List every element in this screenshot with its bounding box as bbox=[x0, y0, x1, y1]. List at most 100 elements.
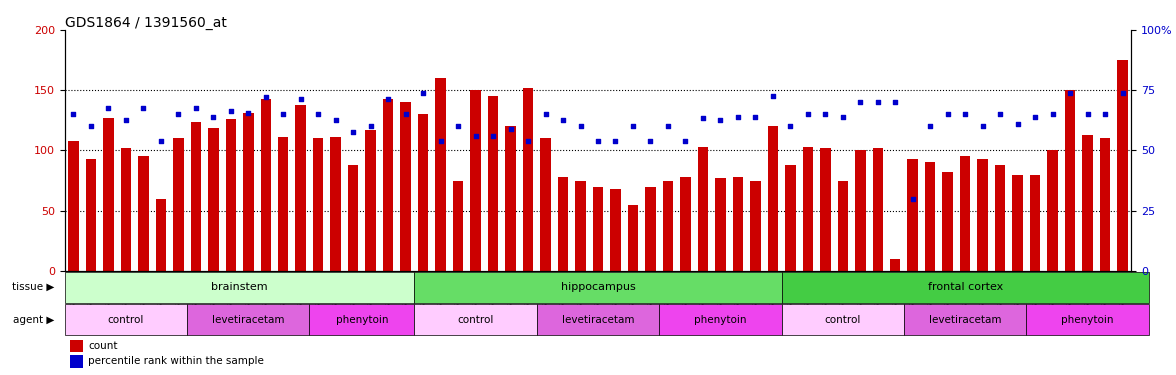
Text: percentile rank within the sample: percentile rank within the sample bbox=[88, 356, 265, 366]
Point bbox=[834, 114, 853, 120]
Point bbox=[711, 117, 730, 123]
Bar bbox=[417, 114, 428, 271]
Bar bbox=[960, 156, 970, 271]
Point bbox=[641, 138, 660, 144]
Text: brainstem: brainstem bbox=[212, 282, 268, 292]
Bar bbox=[890, 259, 901, 271]
Point bbox=[239, 110, 258, 116]
Point bbox=[64, 111, 82, 117]
Bar bbox=[1030, 174, 1041, 271]
Text: levetiracetam: levetiracetam bbox=[929, 315, 1002, 325]
Text: agent ▶: agent ▶ bbox=[13, 315, 54, 325]
Bar bbox=[680, 177, 690, 271]
Bar bbox=[1048, 150, 1058, 271]
Bar bbox=[226, 119, 236, 271]
Bar bbox=[1100, 138, 1110, 271]
Bar bbox=[575, 180, 586, 271]
Bar bbox=[873, 148, 883, 271]
Bar bbox=[71, 356, 82, 368]
Bar bbox=[488, 96, 499, 271]
Text: control: control bbox=[457, 315, 494, 325]
Bar bbox=[366, 130, 376, 271]
Bar bbox=[995, 165, 1005, 271]
Bar bbox=[786, 165, 796, 271]
Bar bbox=[400, 102, 410, 271]
Text: count: count bbox=[88, 341, 118, 351]
Bar bbox=[278, 137, 288, 271]
Bar bbox=[768, 126, 779, 271]
Bar bbox=[926, 162, 935, 271]
Point bbox=[536, 111, 555, 117]
Point bbox=[606, 138, 624, 144]
Bar bbox=[1082, 135, 1093, 271]
Point bbox=[134, 105, 153, 111]
Point bbox=[781, 123, 800, 129]
Bar bbox=[1013, 174, 1023, 271]
Point bbox=[886, 99, 904, 105]
Text: phenytoin: phenytoin bbox=[694, 315, 747, 325]
Point bbox=[1078, 111, 1097, 117]
Bar bbox=[71, 340, 82, 352]
FancyBboxPatch shape bbox=[782, 304, 904, 336]
Text: phenytoin: phenytoin bbox=[335, 315, 388, 325]
FancyBboxPatch shape bbox=[187, 304, 309, 336]
FancyBboxPatch shape bbox=[904, 304, 1027, 336]
Point bbox=[99, 105, 118, 111]
Bar bbox=[435, 78, 446, 271]
Point bbox=[728, 114, 747, 120]
Bar bbox=[855, 150, 866, 271]
Point bbox=[519, 138, 537, 144]
FancyBboxPatch shape bbox=[1027, 304, 1149, 336]
Text: levetiracetam: levetiracetam bbox=[212, 315, 285, 325]
Text: frontal cortex: frontal cortex bbox=[928, 282, 1003, 292]
Point bbox=[152, 138, 171, 144]
Point bbox=[938, 111, 957, 117]
Bar bbox=[540, 138, 550, 271]
Bar bbox=[330, 137, 341, 271]
Point bbox=[588, 138, 607, 144]
Point bbox=[554, 117, 573, 123]
FancyBboxPatch shape bbox=[414, 272, 782, 303]
Point bbox=[343, 129, 362, 135]
Point bbox=[169, 111, 188, 117]
Bar bbox=[523, 88, 533, 271]
Bar bbox=[663, 180, 673, 271]
Bar bbox=[121, 148, 132, 271]
Point bbox=[274, 111, 293, 117]
Bar bbox=[68, 141, 79, 271]
Point bbox=[501, 126, 520, 132]
Bar bbox=[908, 159, 918, 271]
Point bbox=[763, 93, 782, 99]
Bar bbox=[86, 159, 96, 271]
Bar bbox=[733, 177, 743, 271]
Point bbox=[956, 111, 975, 117]
Bar bbox=[820, 148, 830, 271]
Bar bbox=[295, 105, 306, 271]
Bar bbox=[191, 122, 201, 271]
Point bbox=[1096, 111, 1115, 117]
Point bbox=[746, 114, 764, 120]
Bar bbox=[697, 147, 708, 271]
Point bbox=[483, 133, 502, 139]
Bar bbox=[470, 90, 481, 271]
Point bbox=[1008, 121, 1027, 127]
Bar bbox=[610, 189, 621, 271]
Bar bbox=[628, 205, 639, 271]
FancyBboxPatch shape bbox=[660, 304, 782, 336]
Point bbox=[379, 96, 397, 102]
Bar bbox=[383, 99, 394, 271]
Point bbox=[816, 111, 835, 117]
FancyBboxPatch shape bbox=[309, 304, 414, 336]
Bar bbox=[977, 159, 988, 271]
Point bbox=[974, 123, 993, 129]
Point bbox=[292, 96, 310, 102]
Point bbox=[903, 196, 922, 202]
Bar bbox=[942, 172, 953, 271]
Bar bbox=[348, 165, 359, 271]
Bar bbox=[593, 187, 603, 271]
Point bbox=[623, 123, 642, 129]
Text: levetiracetam: levetiracetam bbox=[562, 315, 634, 325]
Point bbox=[256, 94, 275, 100]
Point bbox=[1061, 90, 1080, 96]
Bar bbox=[1064, 90, 1075, 271]
